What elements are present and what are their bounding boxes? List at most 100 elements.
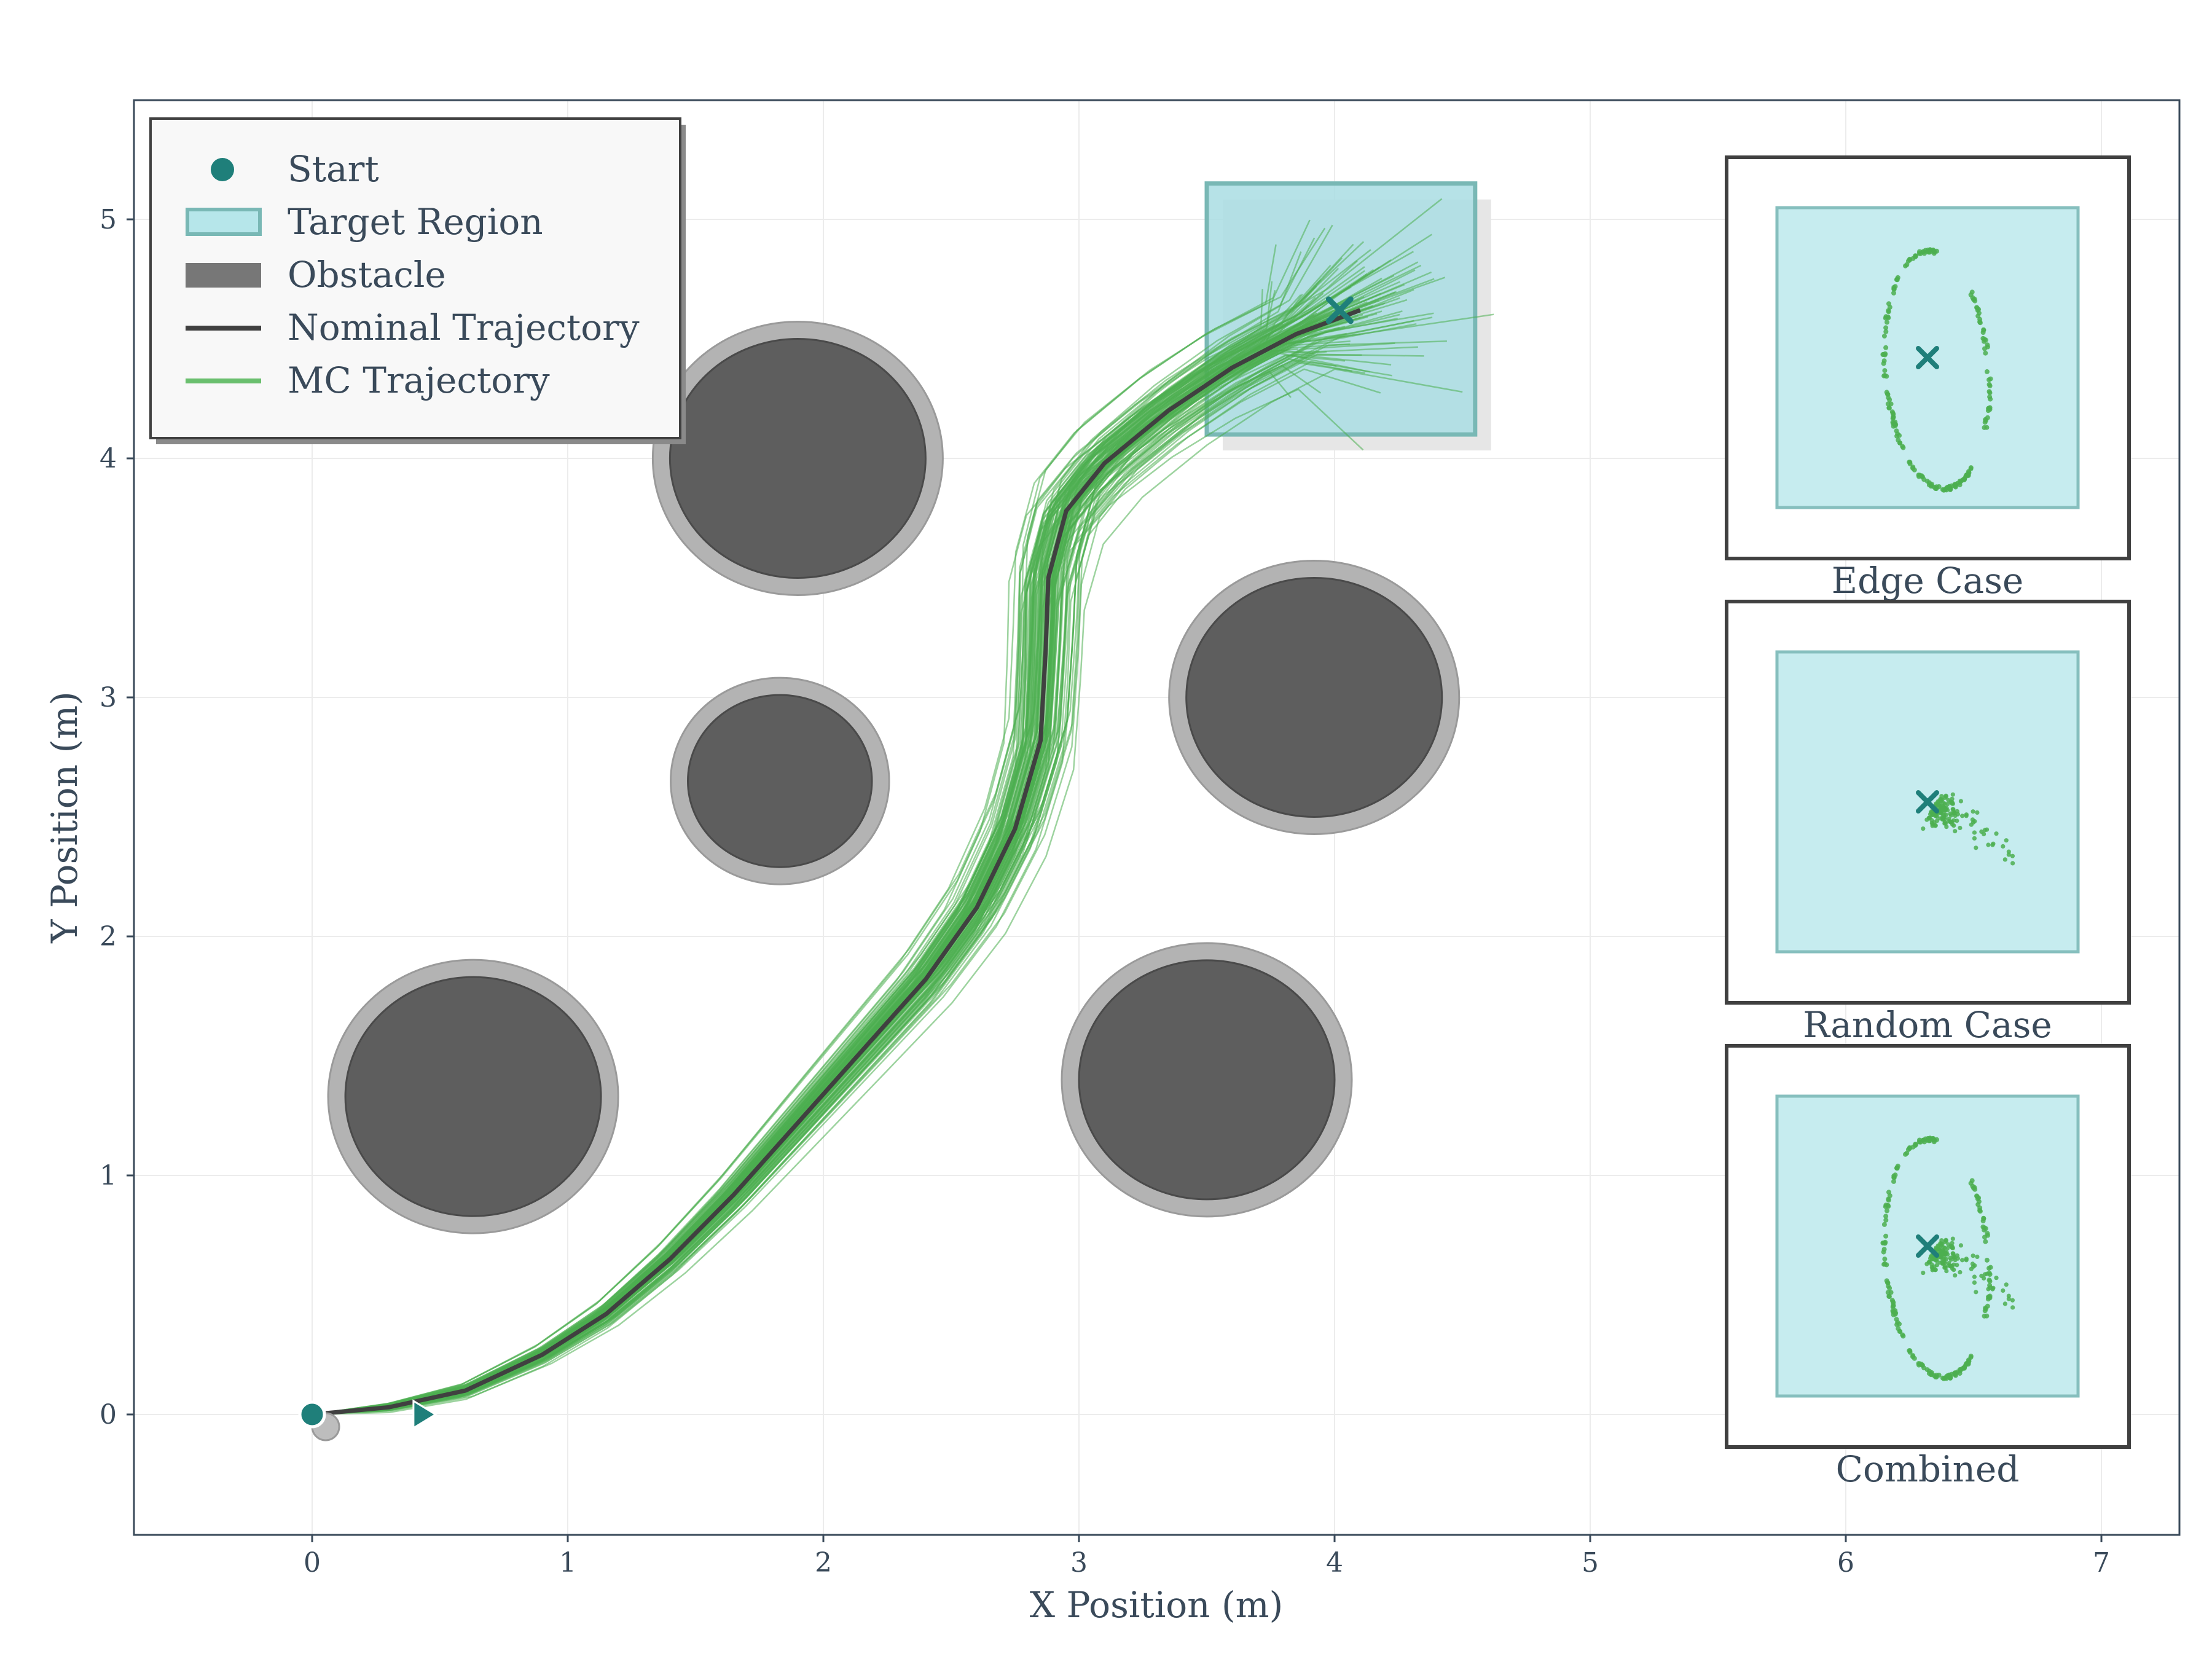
inset-sample-point: [1883, 1233, 1889, 1239]
obstacle: [669, 338, 927, 579]
inset-sample-point: [1943, 1237, 1948, 1242]
inset-sample-point: [1950, 1236, 1955, 1241]
inset-sample-point: [1930, 1136, 1936, 1142]
x-tick-label: 1: [559, 1547, 576, 1579]
inset-sample-point: [1907, 1348, 1912, 1354]
inset-sample-point: [1934, 814, 1939, 819]
inset-sample-point: [1972, 1280, 1977, 1285]
inset-sample-point: [1958, 799, 1963, 804]
inset-sample-point: [1983, 350, 1988, 356]
inset-sample-point: [1977, 1209, 1983, 1214]
start-marker: [298, 1400, 326, 1429]
inset-sample-point: [1984, 369, 1990, 374]
inset-edge-case: Edge Case: [1725, 155, 2131, 602]
inset-sample-point: [1895, 1320, 1900, 1325]
inset-sample-point: [1940, 815, 1945, 820]
inset-sample-point: [1886, 1198, 1891, 1203]
inset-sample-point: [1983, 417, 1988, 422]
inset-sample-point: [1969, 289, 1975, 295]
inset-combined: Combined: [1725, 1044, 2131, 1490]
inset-sample-point: [1952, 810, 1957, 815]
inset-sample-point: [1953, 1273, 1958, 1278]
inset-sample-point: [1984, 1313, 1990, 1319]
inset-sample-point: [1893, 422, 1899, 427]
inset-sample-point: [1971, 1253, 1975, 1258]
inset-sample-point: [2010, 1305, 2015, 1310]
mc-trajectory: [312, 368, 1463, 1416]
x-tick-label: 7: [2093, 1547, 2110, 1579]
inset-sample-point: [1882, 352, 1888, 358]
obstacle-layer: [327, 321, 1461, 1234]
inset-sample-point: [1945, 802, 1950, 807]
inset-sample-point: [1990, 842, 1995, 847]
mc-trajectory: [312, 359, 1352, 1416]
inset-sample-point: [1960, 814, 1965, 818]
inset-sample-point: [1984, 425, 1990, 430]
inset-sample-point: [1886, 309, 1891, 315]
inset-sample-point: [1936, 802, 1940, 807]
inset-sample-point: [1964, 1257, 1969, 1261]
inset-sample-point: [1883, 325, 1889, 331]
inset-sample-point: [1970, 817, 1975, 822]
inset-sample-point: [1916, 1362, 1921, 1368]
inset-sample-point: [1964, 1361, 1969, 1367]
inset-sample-point: [1987, 1282, 1993, 1288]
mc-trajectory: [312, 361, 1392, 1416]
inset-sample-point: [1986, 389, 1992, 394]
inset-sample-point: [1900, 444, 1905, 449]
inset-sample-point: [1951, 1251, 1956, 1256]
x-tick-label: 6: [1837, 1547, 1854, 1579]
inset-sample-point: [1950, 792, 1955, 797]
inset-sample-point: [1881, 373, 1887, 378]
inset-sample-point: [1883, 345, 1889, 350]
inset-sample-point: [1948, 1244, 1953, 1249]
inset-sample-point: [1895, 431, 1900, 437]
x-tick-label: 5: [1582, 1547, 1599, 1579]
inset-sample-point: [1894, 277, 1899, 283]
inset-sample-point: [1932, 484, 1937, 490]
inset-goal-marker: [1916, 1234, 1939, 1258]
inset-sample-point: [1948, 811, 1953, 816]
inset-sample-point: [1969, 822, 1974, 827]
inset-sample-point: [2004, 1282, 2009, 1287]
inset-sample-point: [1975, 313, 1981, 319]
inset-sample-point: [1953, 829, 1958, 834]
inset-sample-point: [1958, 1243, 1963, 1248]
inset-sample-point: [1972, 836, 1977, 841]
inset-sample-point: [1894, 1166, 1899, 1171]
legend-obstacle-swatch: [186, 263, 261, 288]
inset-sample-point: [1910, 1353, 1916, 1359]
inset-sample-point: [1886, 1294, 1892, 1300]
inset-sample-point: [1924, 1367, 1930, 1373]
inset-sample-point: [1907, 460, 1912, 465]
inset-sample-point: [2006, 852, 2011, 857]
inset-sample-point: [1947, 1372, 1952, 1378]
inset-sample-point: [1947, 484, 1952, 489]
inset-sample-point: [1896, 1326, 1901, 1332]
inset-sample-point: [1940, 1260, 1945, 1265]
inset-sample-point: [1883, 314, 1889, 320]
inset-sample-point: [1972, 1274, 1977, 1279]
inset-sample-point: [1982, 828, 1987, 833]
inset-sample-point: [1881, 1222, 1887, 1227]
inset-sample-point: [1886, 1284, 1891, 1289]
inset-sample-point: [1926, 815, 1931, 820]
inset-goal-marker: [1916, 790, 1939, 814]
y-tick-label: 4: [100, 443, 117, 474]
inset-sample-point: [1884, 390, 1889, 395]
inset-sample-point: [1891, 1300, 1896, 1306]
inset-sample-point: [1994, 1276, 1999, 1281]
inset-sample-point: [1969, 1178, 1975, 1183]
inset-sample-point: [1942, 821, 1947, 826]
inset-sample-point: [1987, 407, 1993, 412]
inset-sample-point: [1921, 826, 1926, 831]
mc-trajectory: [312, 346, 1418, 1416]
inset-sample-point: [1939, 794, 1944, 799]
y-axis-label: Y Position (m): [44, 691, 85, 943]
inset-sample-point: [1886, 395, 1891, 401]
inset-goal-marker: [1916, 346, 1939, 369]
inset-sample-point: [1948, 799, 1953, 804]
inset-sample-point: [2010, 1298, 2015, 1303]
inset-sample-point: [1883, 1214, 1889, 1219]
inset-sample-point: [1990, 1287, 1995, 1292]
